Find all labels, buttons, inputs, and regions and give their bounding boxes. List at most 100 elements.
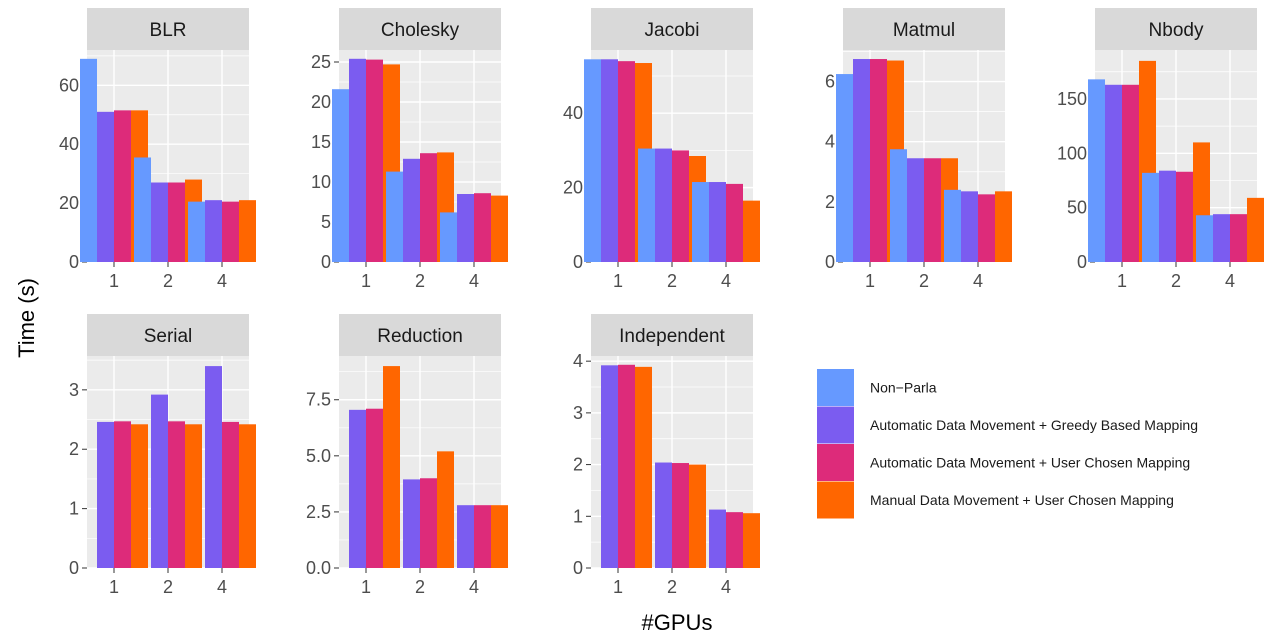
x-tick-label: 1 (865, 271, 875, 291)
bar-automatic-data-movement-user-chosen-mapping-gpus-2 (672, 463, 689, 568)
x-axis-title: #GPUs (642, 610, 713, 635)
x-tick-label: 2 (415, 271, 425, 291)
x-tick-label: 4 (469, 271, 479, 291)
bar-automatic-data-movement-greedy-based-mapping-gpus-2 (403, 479, 420, 568)
x-tick-label: 1 (1117, 271, 1127, 291)
y-tick-label: 3 (573, 403, 583, 423)
legend-key-non-parla (817, 369, 854, 406)
y-tick-label: 150 (1057, 89, 1087, 109)
y-tick-label: 15 (311, 132, 331, 152)
x-tick-label: 2 (667, 271, 677, 291)
x-tick-label: 1 (361, 577, 371, 597)
bar-automatic-data-movement-greedy-based-mapping-gpus-4 (1213, 214, 1230, 262)
x-tick-label: 2 (415, 577, 425, 597)
bar-automatic-data-movement-user-chosen-mapping-gpus-4 (726, 183, 743, 262)
bar-automatic-data-movement-greedy-based-mapping-gpus-1 (97, 421, 114, 568)
bar-non-parla-gpus-4 (440, 212, 457, 262)
bar-automatic-data-movement-user-chosen-mapping-gpus-1 (1122, 84, 1139, 263)
panel-title: Reduction (377, 326, 463, 347)
bar-automatic-data-movement-user-chosen-mapping-gpus-2 (1176, 171, 1193, 262)
bar-automatic-data-movement-greedy-based-mapping-gpus-1 (601, 365, 618, 568)
bar-automatic-data-movement-greedy-based-mapping-gpus-4 (457, 505, 474, 568)
bar-manual-data-movement-user-chosen-mapping-gpus-2 (437, 451, 454, 568)
bar-automatic-data-movement-user-chosen-mapping-gpus-2 (420, 478, 437, 568)
bar-manual-data-movement-user-chosen-mapping-gpus-1 (635, 366, 652, 568)
x-tick-label: 1 (361, 271, 371, 291)
legend-key-manual-data-movement-user-chosen-mapping (817, 481, 854, 519)
x-tick-label: 1 (109, 271, 119, 291)
bar-non-parla-gpus-1 (584, 59, 601, 262)
bar-automatic-data-movement-greedy-based-mapping-gpus-1 (97, 111, 114, 262)
bar-automatic-data-movement-greedy-based-mapping-gpus-1 (1105, 84, 1122, 263)
legend-key-automatic-data-movement-greedy-based-mapping (817, 406, 854, 444)
panel-strip (87, 8, 249, 50)
y-tick-label: 7.5 (306, 390, 331, 410)
bar-automatic-data-movement-user-chosen-mapping-gpus-1 (618, 61, 635, 262)
y-tick-label: 0 (573, 558, 583, 578)
y-tick-label: 0 (321, 252, 331, 272)
bar-automatic-data-movement-greedy-based-mapping-gpus-4 (961, 191, 978, 262)
panel-strip (339, 8, 501, 50)
bar-non-parla-gpus-2 (638, 148, 655, 262)
x-tick-label: 4 (217, 271, 227, 291)
y-tick-label: 20 (563, 178, 583, 198)
y-tick-label: 0 (1077, 252, 1087, 272)
panel-strip (843, 8, 1005, 50)
bar-automatic-data-movement-user-chosen-mapping-gpus-1 (114, 421, 131, 568)
bar-automatic-data-movement-greedy-based-mapping-gpus-2 (1159, 170, 1176, 262)
bar-automatic-data-movement-user-chosen-mapping-gpus-2 (924, 158, 941, 262)
bar-manual-data-movement-user-chosen-mapping-gpus-4 (743, 513, 760, 568)
bar-automatic-data-movement-greedy-based-mapping-gpus-2 (907, 158, 924, 262)
bar-automatic-data-movement-greedy-based-mapping-gpus-1 (349, 58, 366, 262)
bar-manual-data-movement-user-chosen-mapping-gpus-4 (491, 195, 508, 262)
bar-non-parla-gpus-1 (836, 74, 853, 263)
bar-automatic-data-movement-greedy-based-mapping-gpus-4 (205, 200, 222, 262)
x-tick-label: 1 (109, 577, 119, 597)
bar-automatic-data-movement-user-chosen-mapping-gpus-1 (114, 110, 131, 262)
x-tick-label: 2 (163, 271, 173, 291)
y-tick-label: 100 (1057, 143, 1087, 163)
bar-manual-data-movement-user-chosen-mapping-gpus-4 (491, 505, 508, 568)
bar-manual-data-movement-user-chosen-mapping-gpus-2 (689, 464, 706, 568)
y-tick-label: 0 (825, 252, 835, 272)
x-tick-label: 4 (1225, 271, 1235, 291)
bar-non-parla-gpus-4 (188, 201, 205, 262)
y-tick-label: 0.0 (306, 558, 331, 578)
y-tick-label: 50 (1067, 198, 1087, 218)
bar-automatic-data-movement-greedy-based-mapping-gpus-1 (601, 59, 618, 262)
panel-title: Nbody (1149, 20, 1204, 41)
bar-automatic-data-movement-user-chosen-mapping-gpus-2 (672, 150, 689, 262)
y-tick-label: 25 (311, 52, 331, 72)
panel-strip (591, 8, 753, 50)
x-tick-label: 1 (613, 577, 623, 597)
bar-non-parla-gpus-1 (80, 58, 97, 263)
y-tick-label: 5.0 (306, 446, 331, 466)
panel-cholesky: Cholesky 0 5 10 15 20 25 1 2 4 (311, 8, 508, 291)
y-tick-label: 20 (59, 193, 79, 213)
panel-strip (591, 314, 753, 356)
y-tick-label: 6 (825, 72, 835, 92)
bar-automatic-data-movement-greedy-based-mapping-gpus-4 (457, 194, 474, 262)
panel-blr: BLR 0 20 40 60 1 2 4 (59, 8, 256, 291)
y-tick-label: 0 (69, 252, 79, 272)
bar-non-parla-gpus-1 (1088, 79, 1105, 262)
bar-manual-data-movement-user-chosen-mapping-gpus-1 (131, 424, 148, 568)
panel-nbody: Nbody 0 50 100 150 1 2 4 (1057, 8, 1264, 291)
y-tick-label: 3 (69, 380, 79, 400)
bar-automatic-data-movement-user-chosen-mapping-gpus-2 (168, 421, 185, 568)
bar-automatic-data-movement-greedy-based-mapping-gpus-4 (709, 182, 726, 262)
bar-automatic-data-movement-greedy-based-mapping-gpus-1 (853, 59, 870, 263)
bar-automatic-data-movement-user-chosen-mapping-gpus-4 (222, 421, 239, 568)
y-tick-label: 40 (563, 103, 583, 123)
legend-key-automatic-data-movement-user-chosen-mapping (817, 444, 854, 481)
bar-non-parla-gpus-4 (944, 189, 961, 262)
bar-manual-data-movement-user-chosen-mapping-gpus-2 (185, 424, 202, 568)
panel-title: BLR (150, 20, 187, 41)
bar-non-parla-gpus-2 (1142, 172, 1159, 262)
x-tick-label: 2 (1171, 271, 1181, 291)
bar-automatic-data-movement-user-chosen-mapping-gpus-2 (168, 182, 185, 262)
panel-title: Cholesky (381, 20, 460, 41)
x-tick-label: 2 (919, 271, 929, 291)
bar-automatic-data-movement-user-chosen-mapping-gpus-1 (366, 59, 383, 262)
